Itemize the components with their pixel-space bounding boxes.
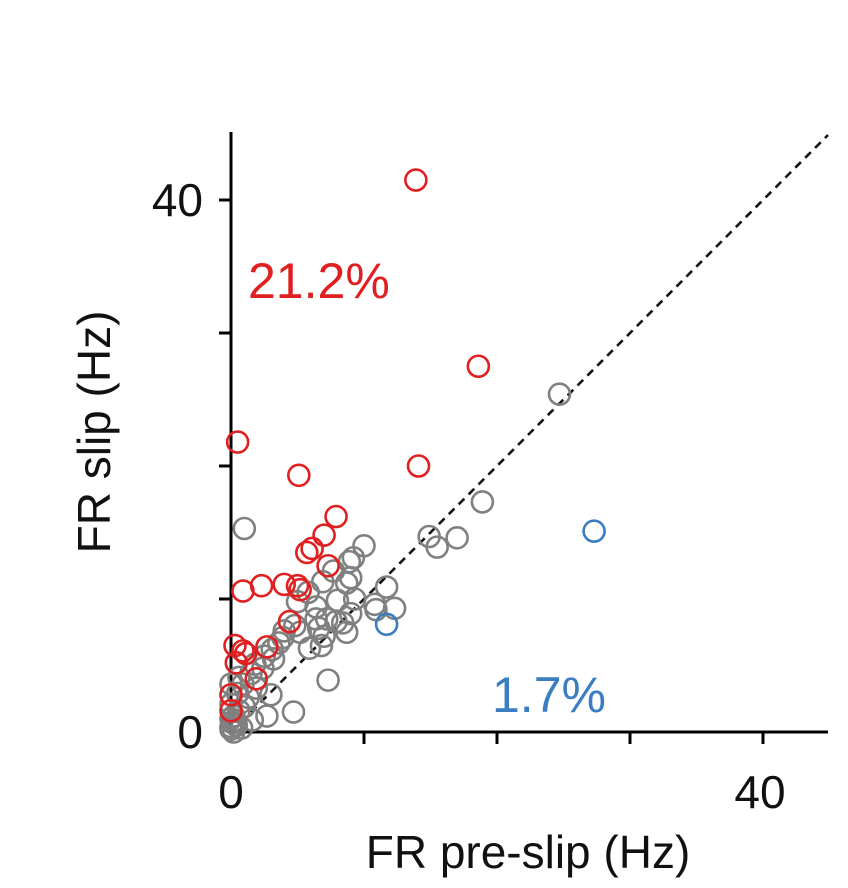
data-point-unchanged [283, 613, 307, 638]
data-point-unchanged [281, 700, 306, 724]
data-point-unchanged [219, 672, 243, 696]
data-point-increase [406, 454, 431, 478]
data-point-increase [285, 573, 310, 598]
data-point-increase [316, 553, 340, 578]
data-point-increase [466, 354, 491, 379]
x-tick-label-40: 40 [734, 766, 785, 818]
x-tick-label-0: 0 [218, 766, 244, 818]
data-point-increase [255, 635, 279, 659]
data-point-unchanged [425, 535, 449, 559]
data-point-increase [219, 698, 243, 723]
data-point-unchanged [316, 668, 340, 692]
data-point-unchanged [374, 575, 399, 599]
data-point-unchanged [267, 631, 291, 655]
x-axis-title: FR pre-slip (Hz) [366, 826, 691, 878]
data-point-increase [231, 639, 255, 663]
data-point-increase [233, 641, 258, 666]
data-point-unchanged [259, 682, 283, 707]
data-point-increase [295, 540, 319, 565]
data-point-unchanged [547, 382, 572, 406]
y-tick-label-40: 40 [152, 174, 203, 226]
data-point-increase [404, 168, 428, 192]
reference-line-layer [230, 134, 829, 733]
data-point-increase [249, 573, 274, 598]
data-point-unchanged [219, 706, 243, 731]
data-point-unchanged [324, 609, 348, 634]
data-point-increase [324, 504, 348, 529]
data-point-increase [225, 430, 250, 454]
data-point-increase [300, 536, 324, 561]
data-point-unchanged [445, 526, 469, 550]
series-unchanged [219, 382, 572, 744]
data-point-unchanged [219, 717, 243, 742]
series-increase [219, 168, 491, 723]
series-decrease [374, 519, 606, 637]
data-point-unchanged [309, 633, 334, 658]
y-tick-label-0: 0 [177, 706, 203, 758]
identity-reference-line [230, 134, 829, 733]
decrease-percentage-label: 1.7% [492, 667, 606, 723]
increase-percentage-label: 21.2% [248, 253, 390, 309]
data-point-unchanged [232, 516, 257, 541]
data-point-decrease [582, 519, 606, 543]
data-point-unchanged [304, 595, 328, 619]
y-axis-title: FR slip (Hz) [68, 311, 120, 554]
data-points [219, 168, 606, 744]
data-point-unchanged [255, 704, 279, 728]
data-point-increase [312, 523, 336, 547]
data-point-increase [277, 609, 302, 634]
data-point-unchanged [337, 549, 362, 574]
data-point-unchanged [470, 490, 495, 514]
data-point-increase [288, 577, 312, 602]
data-point-unchanged [297, 636, 322, 661]
data-point-increase [287, 463, 311, 488]
data-point-decrease [374, 612, 399, 637]
data-point-increase [272, 572, 297, 597]
data-point-increase [219, 682, 243, 707]
data-point-increase [244, 666, 269, 691]
